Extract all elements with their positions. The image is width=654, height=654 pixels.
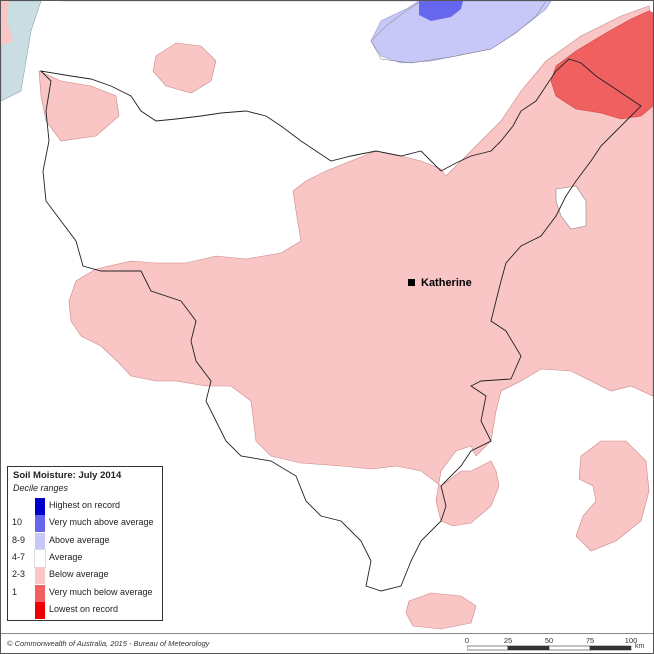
copyright-text: © Commonwealth of Australia, 2015 - Bure… — [7, 639, 210, 648]
legend-row: 2-3 Below average — [8, 567, 162, 585]
town-marker — [408, 279, 415, 286]
scale-tick-label: 50 — [544, 636, 554, 645]
legend-subtitle: Decile ranges — [13, 483, 69, 493]
very-much-above-region — [419, 1, 463, 21]
scale-unit: km — [635, 643, 645, 650]
below-average-region-topleft — [1, 1, 13, 46]
below-average-region-northwest — [38, 70, 120, 142]
scale-bar: 0 25 50 75 100 km — [464, 636, 644, 652]
scale-tick-label: 25 — [503, 636, 513, 645]
legend-swatch — [34, 548, 46, 568]
legend-decile: 8-9 — [12, 534, 26, 545]
legend-row: 10 Very much above average — [8, 515, 162, 533]
legend-label: Very much above average — [49, 517, 154, 528]
legend-label: Very much below average — [49, 586, 153, 597]
legend-swatch — [35, 567, 45, 585]
legend-label: Lowest on record — [49, 603, 119, 614]
legend-decile: 10 — [12, 517, 23, 528]
below-average-region-north — [152, 42, 217, 94]
legend: Soil Moisture: July 2014 Decile ranges H… — [7, 466, 163, 621]
very-much-below-region — [550, 10, 653, 120]
scale-tick-label: 0 — [464, 636, 470, 645]
legend-swatch — [35, 498, 45, 515]
legend-decile: 2-3 — [12, 569, 26, 580]
legend-decile: 4-7 — [12, 551, 26, 562]
above-average-region — [61, 1, 552, 64]
legend-row: 8-9 Above average — [8, 532, 162, 550]
legend-label: Below average — [49, 569, 109, 580]
below-average-region-central — [68, 5, 653, 527]
legend-swatch — [35, 532, 45, 550]
legend-label: Average — [49, 551, 83, 562]
legend-swatch — [35, 601, 45, 619]
legend-title: Soil Moisture: July 2014 — [13, 470, 122, 481]
region-boundary — [39, 58, 642, 592]
scale-bar-graphic — [466, 645, 632, 651]
legend-row: Lowest on record — [8, 601, 162, 619]
below-average-region-southeast — [575, 440, 650, 552]
below-average-region-south — [405, 592, 477, 630]
legend-row: 4-7 Average — [8, 548, 162, 568]
legend-swatch — [35, 584, 45, 602]
legend-row: Highest on record — [8, 498, 162, 515]
legend-row: 1 Very much below average — [8, 584, 162, 602]
legend-label: Highest on record — [49, 500, 121, 510]
legend-label: Above average — [49, 534, 110, 545]
town-label: Katherine — [421, 277, 472, 289]
legend-swatch — [35, 515, 45, 533]
footer: © Commonwealth of Australia, 2015 - Bure… — [1, 633, 653, 653]
scale-tick-label: 100 — [624, 636, 638, 645]
scale-tick-label: 75 — [585, 636, 595, 645]
coast-line — [370, 1, 547, 64]
water-body — [1, 1, 42, 102]
legend-decile: 1 — [12, 586, 18, 597]
average-hole — [555, 185, 587, 230]
